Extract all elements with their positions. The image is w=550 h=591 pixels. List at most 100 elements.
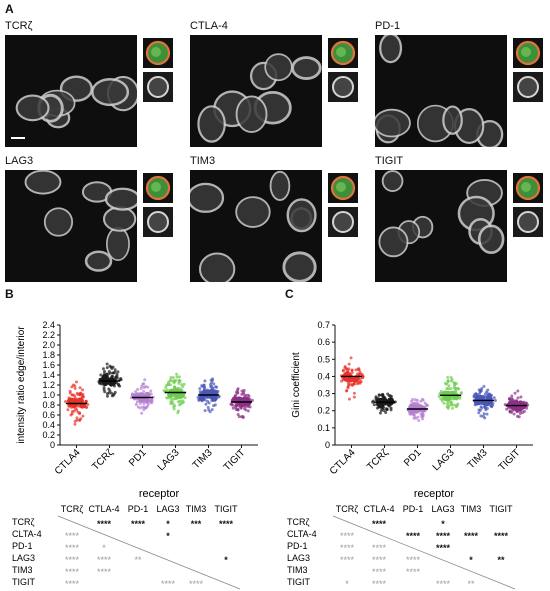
data-point — [510, 394, 514, 398]
data-point — [115, 372, 119, 376]
data-point — [116, 370, 120, 374]
data-point — [237, 415, 241, 419]
data-point — [103, 370, 107, 374]
sig-cell: **** — [436, 579, 451, 589]
data-point — [178, 399, 182, 403]
data-point — [360, 372, 364, 376]
y-axis-label: Gini coefficient — [291, 352, 302, 418]
y-tick-label: 0.7 — [317, 320, 330, 330]
data-point — [234, 393, 238, 397]
data-point — [447, 384, 451, 388]
data-point — [231, 403, 235, 407]
sig-cell: **** — [494, 531, 509, 541]
sig-row-header: LAG3 — [12, 553, 35, 563]
y-tick-label: 2.4 — [42, 320, 55, 330]
sig-cell: **** — [65, 579, 80, 589]
data-point — [458, 396, 462, 400]
sig-cell: ** — [497, 555, 505, 565]
sig-row-header: TIM3 — [287, 565, 308, 575]
inset-overlay — [513, 38, 543, 68]
data-point — [413, 398, 417, 402]
data-point — [425, 403, 429, 407]
data-point — [343, 365, 347, 369]
data-point — [445, 387, 449, 391]
data-point — [110, 374, 114, 378]
y-tick-label: 1.6 — [42, 360, 55, 370]
data-point — [109, 391, 113, 395]
data-point — [175, 375, 179, 379]
x-tick-label: TIGIT — [222, 447, 248, 473]
sig-cell: **** — [97, 519, 112, 529]
data-point — [108, 364, 112, 368]
micrograph-image — [190, 170, 322, 282]
data-point — [176, 409, 180, 413]
sig-cell: **** — [161, 579, 176, 589]
sig-cell: **** — [464, 531, 479, 541]
data-point — [352, 382, 356, 386]
data-point — [175, 372, 179, 376]
data-point — [493, 398, 497, 402]
sig-column-header: TCRζ — [336, 505, 358, 514]
sig-cell: **** — [65, 543, 80, 553]
data-point-mean — [240, 396, 248, 404]
sig-cell: * — [224, 555, 228, 565]
sig-column-header: TCRζ — [61, 505, 83, 514]
inset-grayscale — [328, 72, 358, 102]
sig-cell: * — [166, 531, 170, 541]
data-point — [453, 383, 457, 387]
data-point — [358, 380, 362, 384]
data-point — [214, 385, 218, 389]
y-tick-label: 0.1 — [317, 423, 330, 433]
micrograph-label: CTLA-4 — [190, 20, 228, 32]
data-point — [477, 411, 481, 415]
y-tick-label: 2.2 — [42, 330, 55, 340]
data-point — [72, 409, 76, 413]
data-point — [107, 370, 111, 374]
data-point — [75, 391, 79, 395]
data-point — [170, 400, 174, 404]
data-point — [169, 376, 173, 380]
sig-cell: **** — [65, 555, 80, 565]
data-point — [203, 409, 207, 413]
data-point — [165, 396, 169, 400]
inset-overlay — [328, 38, 358, 68]
sig-cell: * — [441, 519, 445, 529]
sig-row-header: TCRζ — [287, 517, 309, 527]
data-point — [207, 401, 211, 405]
data-point — [516, 396, 520, 400]
y-tick-label: 0 — [325, 440, 330, 450]
data-point — [492, 396, 496, 400]
diagonal-divider — [57, 515, 241, 590]
data-point — [208, 410, 212, 414]
data-point — [64, 400, 68, 404]
data-point — [347, 362, 351, 366]
data-point — [81, 388, 85, 392]
data-point — [446, 379, 450, 383]
data-point — [164, 385, 168, 389]
data-point — [135, 400, 139, 404]
sig-cell: * — [345, 579, 349, 589]
data-point — [149, 389, 153, 393]
data-point — [416, 415, 420, 419]
y-tick-label: 0.8 — [42, 400, 55, 410]
data-point — [68, 389, 72, 393]
sig-cell: ** — [134, 555, 142, 565]
data-point — [99, 373, 103, 377]
x-tick-label: TCRζ — [365, 447, 391, 473]
x-tick-label: PD1 — [402, 447, 424, 469]
data-point — [412, 412, 416, 416]
data-point — [211, 377, 215, 381]
data-point — [113, 368, 117, 372]
data-point — [78, 386, 82, 390]
data-point — [505, 407, 509, 411]
sig-cell: **** — [372, 543, 387, 553]
data-point — [136, 405, 140, 409]
data-point — [350, 368, 354, 372]
data-point — [71, 383, 75, 387]
data-point — [384, 410, 388, 414]
micrograph-label: TCRζ — [5, 20, 33, 32]
inset-grayscale — [513, 207, 543, 237]
data-point — [231, 406, 235, 410]
data-point — [445, 405, 449, 409]
data-point — [515, 409, 519, 413]
